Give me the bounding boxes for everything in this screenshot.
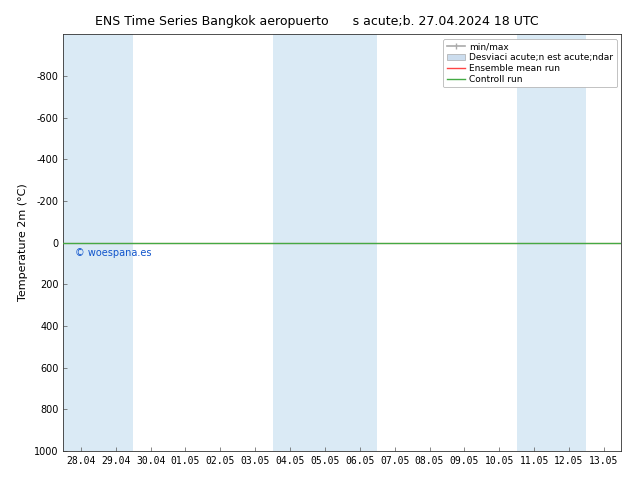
Y-axis label: Temperature 2m (°C): Temperature 2m (°C) — [18, 184, 29, 301]
Legend: min/max, Desviaci acute;n est acute;ndar, Ensemble mean run, Controll run: min/max, Desviaci acute;n est acute;ndar… — [443, 39, 617, 87]
Text: ENS Time Series Bangkok aeropuerto      s acute;b. 27.04.2024 18 UTC: ENS Time Series Bangkok aeropuerto s acu… — [95, 15, 539, 28]
Bar — [517, 34, 586, 451]
Bar — [273, 34, 377, 451]
Bar — [63, 34, 133, 451]
Text: © woespana.es: © woespana.es — [75, 248, 151, 258]
